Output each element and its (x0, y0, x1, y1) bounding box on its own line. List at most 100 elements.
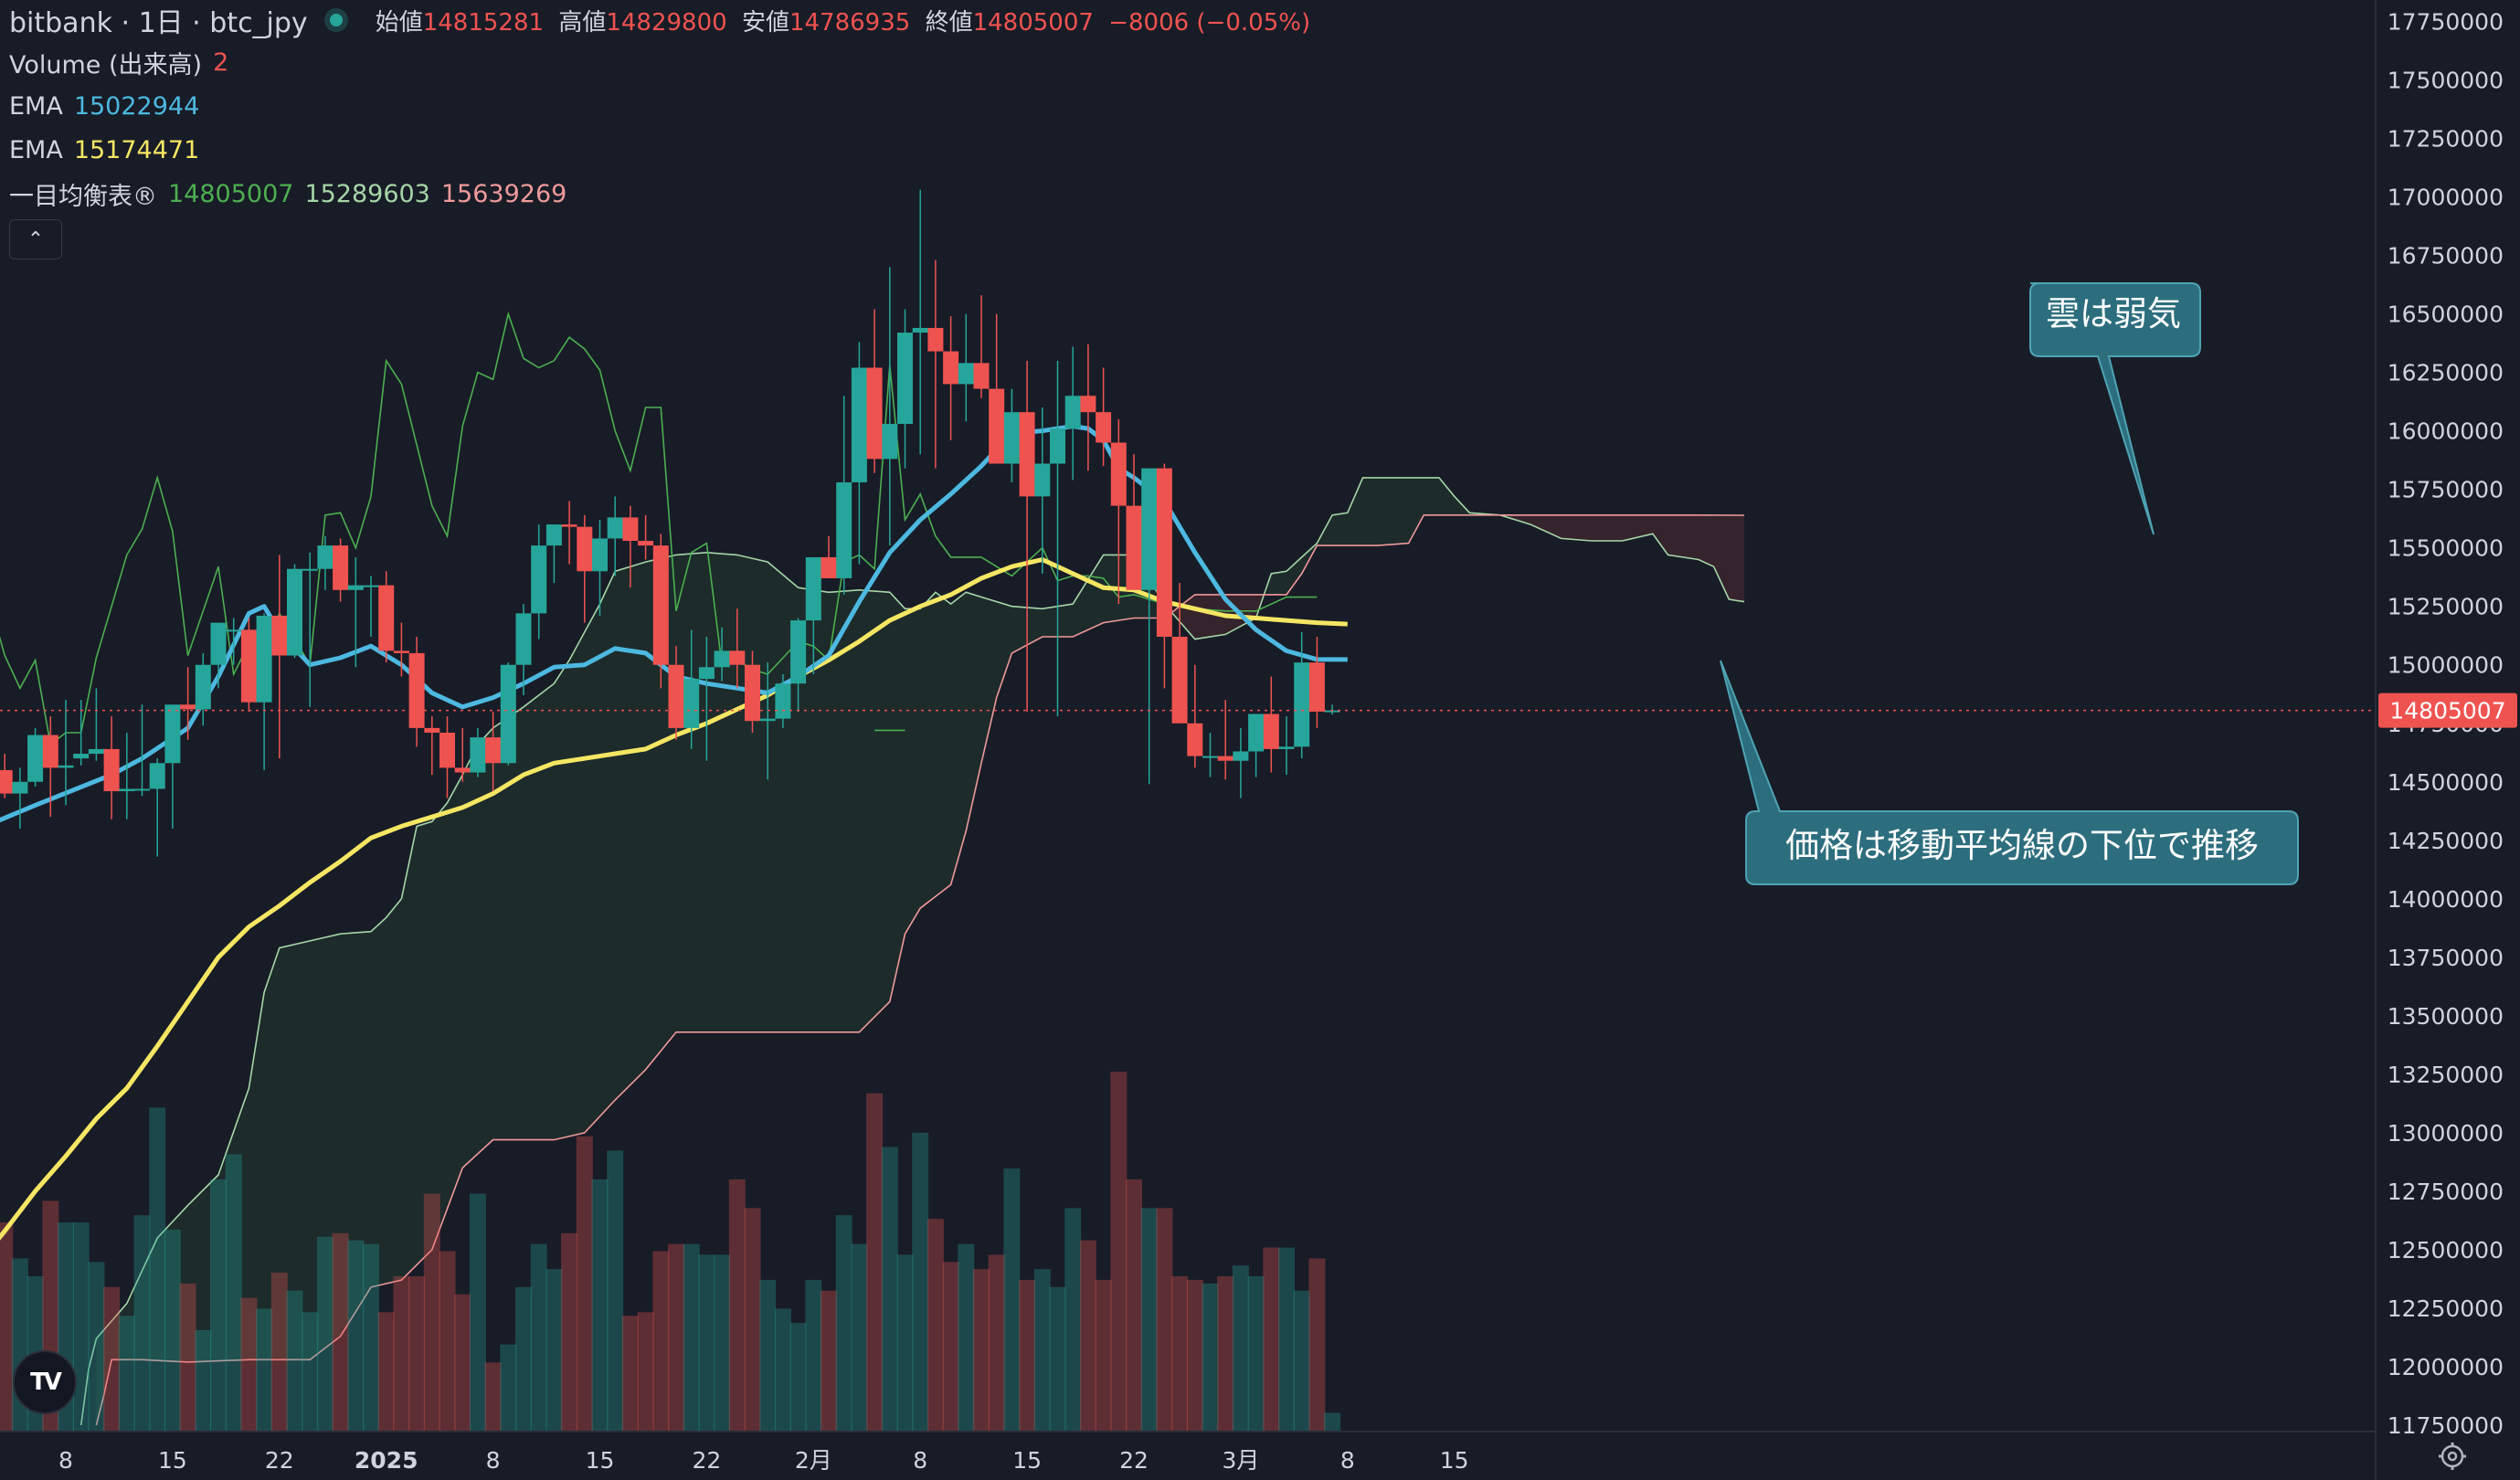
candle-72[interactable] (1050, 360, 1065, 717)
candle-68[interactable] (989, 313, 1005, 464)
candle-89[interactable] (1308, 636, 1325, 728)
candle-32[interactable] (439, 716, 455, 798)
candle-70[interactable] (1019, 360, 1035, 712)
candle-48[interactable] (683, 629, 700, 749)
candle-51[interactable] (729, 608, 746, 689)
candle-87[interactable] (1278, 716, 1295, 776)
candle-76[interactable] (1110, 418, 1127, 605)
collapse-legend-button[interactable]: ⌃ (9, 219, 62, 259)
candle-18[interactable] (226, 618, 242, 665)
symbol-title[interactable]: bitbank · 1日 · btc_jpy (9, 7, 308, 39)
candle-54[interactable] (775, 673, 791, 728)
candle-38[interactable] (531, 524, 547, 640)
candle-74[interactable] (1080, 344, 1096, 471)
candle-27[interactable] (363, 576, 379, 637)
candle-59[interactable] (851, 342, 867, 565)
candle-10[interactable] (103, 716, 120, 819)
candle-65[interactable] (943, 316, 959, 440)
candle-75[interactable] (1096, 367, 1112, 467)
candle-5[interactable] (27, 727, 44, 787)
candle-43[interactable] (607, 496, 623, 576)
annotation-cloud-callout[interactable]: 雲は弱気 (2029, 282, 2201, 535)
ema-slow-legend[interactable]: EMA 15174471 (9, 128, 1310, 172)
candle-16[interactable] (195, 652, 211, 726)
candle-12[interactable] (134, 704, 150, 797)
candle-35[interactable] (485, 711, 502, 792)
candle-90[interactable] (1324, 704, 1340, 715)
candle-63[interactable] (912, 189, 928, 455)
candle-71[interactable] (1034, 407, 1051, 574)
candle-33[interactable] (454, 727, 471, 782)
candle-7[interactable] (58, 700, 74, 806)
candle-4[interactable] (12, 767, 28, 829)
candle-30[interactable] (408, 636, 425, 747)
candle-40[interactable] (561, 501, 577, 565)
candle-3[interactable] (0, 754, 13, 798)
candle-46[interactable] (652, 534, 669, 689)
candle-25[interactable] (333, 538, 349, 602)
ichimoku-legend[interactable]: 一目均衡表® 14805007 15289603 15639269 (9, 172, 1310, 216)
candle-45[interactable] (638, 514, 654, 560)
candle-69[interactable] (1003, 388, 1020, 482)
candle-78[interactable] (1141, 468, 1158, 785)
candle-13[interactable] (149, 758, 165, 857)
candle-88[interactable] (1294, 631, 1310, 759)
candle-15[interactable] (180, 667, 196, 740)
candle-81[interactable] (1187, 664, 1203, 768)
candle-31[interactable] (424, 716, 440, 776)
candle-24[interactable] (317, 535, 334, 590)
candle-60[interactable] (866, 309, 883, 473)
price-axis[interactable]: 17750000 17500000 17250000 17000000 16750000… (2388, 9, 2504, 1440)
candle-17[interactable] (210, 622, 227, 689)
candle-9[interactable] (88, 688, 104, 761)
volume-legend[interactable]: Volume (出来高) 2 (9, 40, 1310, 84)
candle-50[interactable] (714, 627, 730, 682)
candle-41[interactable] (577, 514, 593, 623)
candle-66[interactable] (958, 313, 974, 422)
candle-14[interactable] (164, 704, 181, 829)
candles[interactable] (0, 189, 1340, 857)
candle-62[interactable] (897, 309, 913, 469)
annotation-price-callout[interactable]: 価格は移動平均線の下位で推移 (1720, 660, 2299, 885)
candle-85[interactable] (1248, 714, 1265, 777)
candle-34[interactable] (470, 727, 486, 777)
candle-21[interactable] (271, 555, 288, 759)
candle-79[interactable] (1156, 463, 1172, 689)
candle-26[interactable] (347, 556, 364, 668)
candle-52[interactable] (745, 650, 760, 733)
candle-19[interactable] (240, 618, 257, 712)
candle-23[interactable] (302, 552, 318, 707)
candle-73[interactable] (1064, 346, 1081, 481)
time-axis[interactable]: 12月815222025815222月815223月815 (0, 1447, 1469, 1474)
settings-gear-icon[interactable] (2439, 1443, 2466, 1470)
candle-28[interactable] (378, 571, 395, 663)
candle-77[interactable] (1126, 454, 1142, 590)
candle-83[interactable] (1217, 700, 1234, 780)
candle-22[interactable] (287, 564, 302, 659)
candle-86[interactable] (1263, 676, 1279, 773)
candle-67[interactable] (973, 295, 990, 398)
candle-57[interactable] (821, 535, 837, 578)
candle-36[interactable] (500, 662, 516, 766)
candle-56[interactable] (805, 556, 821, 674)
candle-49[interactable] (698, 636, 715, 761)
candle-47[interactable] (668, 646, 684, 740)
candle-6[interactable] (42, 716, 58, 818)
candle-29[interactable] (393, 622, 409, 677)
candle-58[interactable] (836, 396, 852, 595)
candle-39[interactable] (545, 524, 562, 584)
candle-44[interactable] (622, 505, 639, 588)
candle-82[interactable] (1202, 732, 1218, 777)
candle-84[interactable] (1233, 727, 1249, 798)
candle-11[interactable] (119, 732, 135, 819)
symbol-row[interactable]: bitbank · 1日 · btc_jpy 始値14815281 高値1482… (9, 0, 1310, 40)
tradingview-logo[interactable]: TV (13, 1350, 77, 1414)
candle-80[interactable] (1171, 583, 1188, 724)
candle-55[interactable] (790, 618, 807, 712)
candle-53[interactable] (759, 662, 776, 780)
candle-37[interactable] (515, 604, 532, 696)
ema-fast-legend[interactable]: EMA 15022944 (9, 84, 1310, 128)
candle-61[interactable] (882, 267, 898, 546)
candle-64[interactable] (927, 259, 944, 469)
